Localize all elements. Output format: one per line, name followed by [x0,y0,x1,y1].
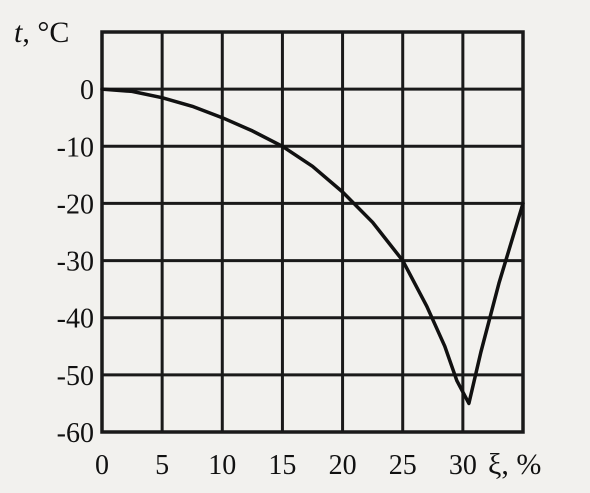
y-axis-label: t, °C [14,16,69,49]
x-tick-label: 20 [329,450,357,481]
x-tick-label: 0 [95,450,109,481]
x-tick-labels: 0 5 10 15 20 25 30 [95,450,477,481]
y-tick-label: -30 [57,247,94,278]
plot-frame [100,30,525,434]
x-tick-label: 30 [449,450,477,481]
y-tick-label: -60 [57,418,94,449]
y-tick-label: -10 [57,132,94,163]
y-tick-labels: 0 -10 -20 -30 -40 -50 -60 [57,75,94,449]
y-tick-label: -20 [57,189,94,220]
x-tick-label: 25 [389,450,417,481]
y-tick-label: -50 [57,361,94,392]
x-tick-label: 5 [155,450,169,481]
y-tick-label: 0 [80,75,94,106]
grid [102,32,523,432]
x-axis-label: ξ, % [488,448,541,481]
series-line [100,87,525,406]
x-tick-label: 10 [208,450,236,481]
x-tick-label: 15 [268,450,296,481]
y-tick-label: -40 [57,304,94,335]
